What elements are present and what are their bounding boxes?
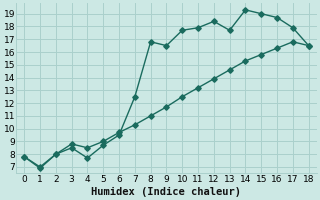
X-axis label: Humidex (Indice chaleur): Humidex (Indice chaleur): [92, 186, 242, 197]
